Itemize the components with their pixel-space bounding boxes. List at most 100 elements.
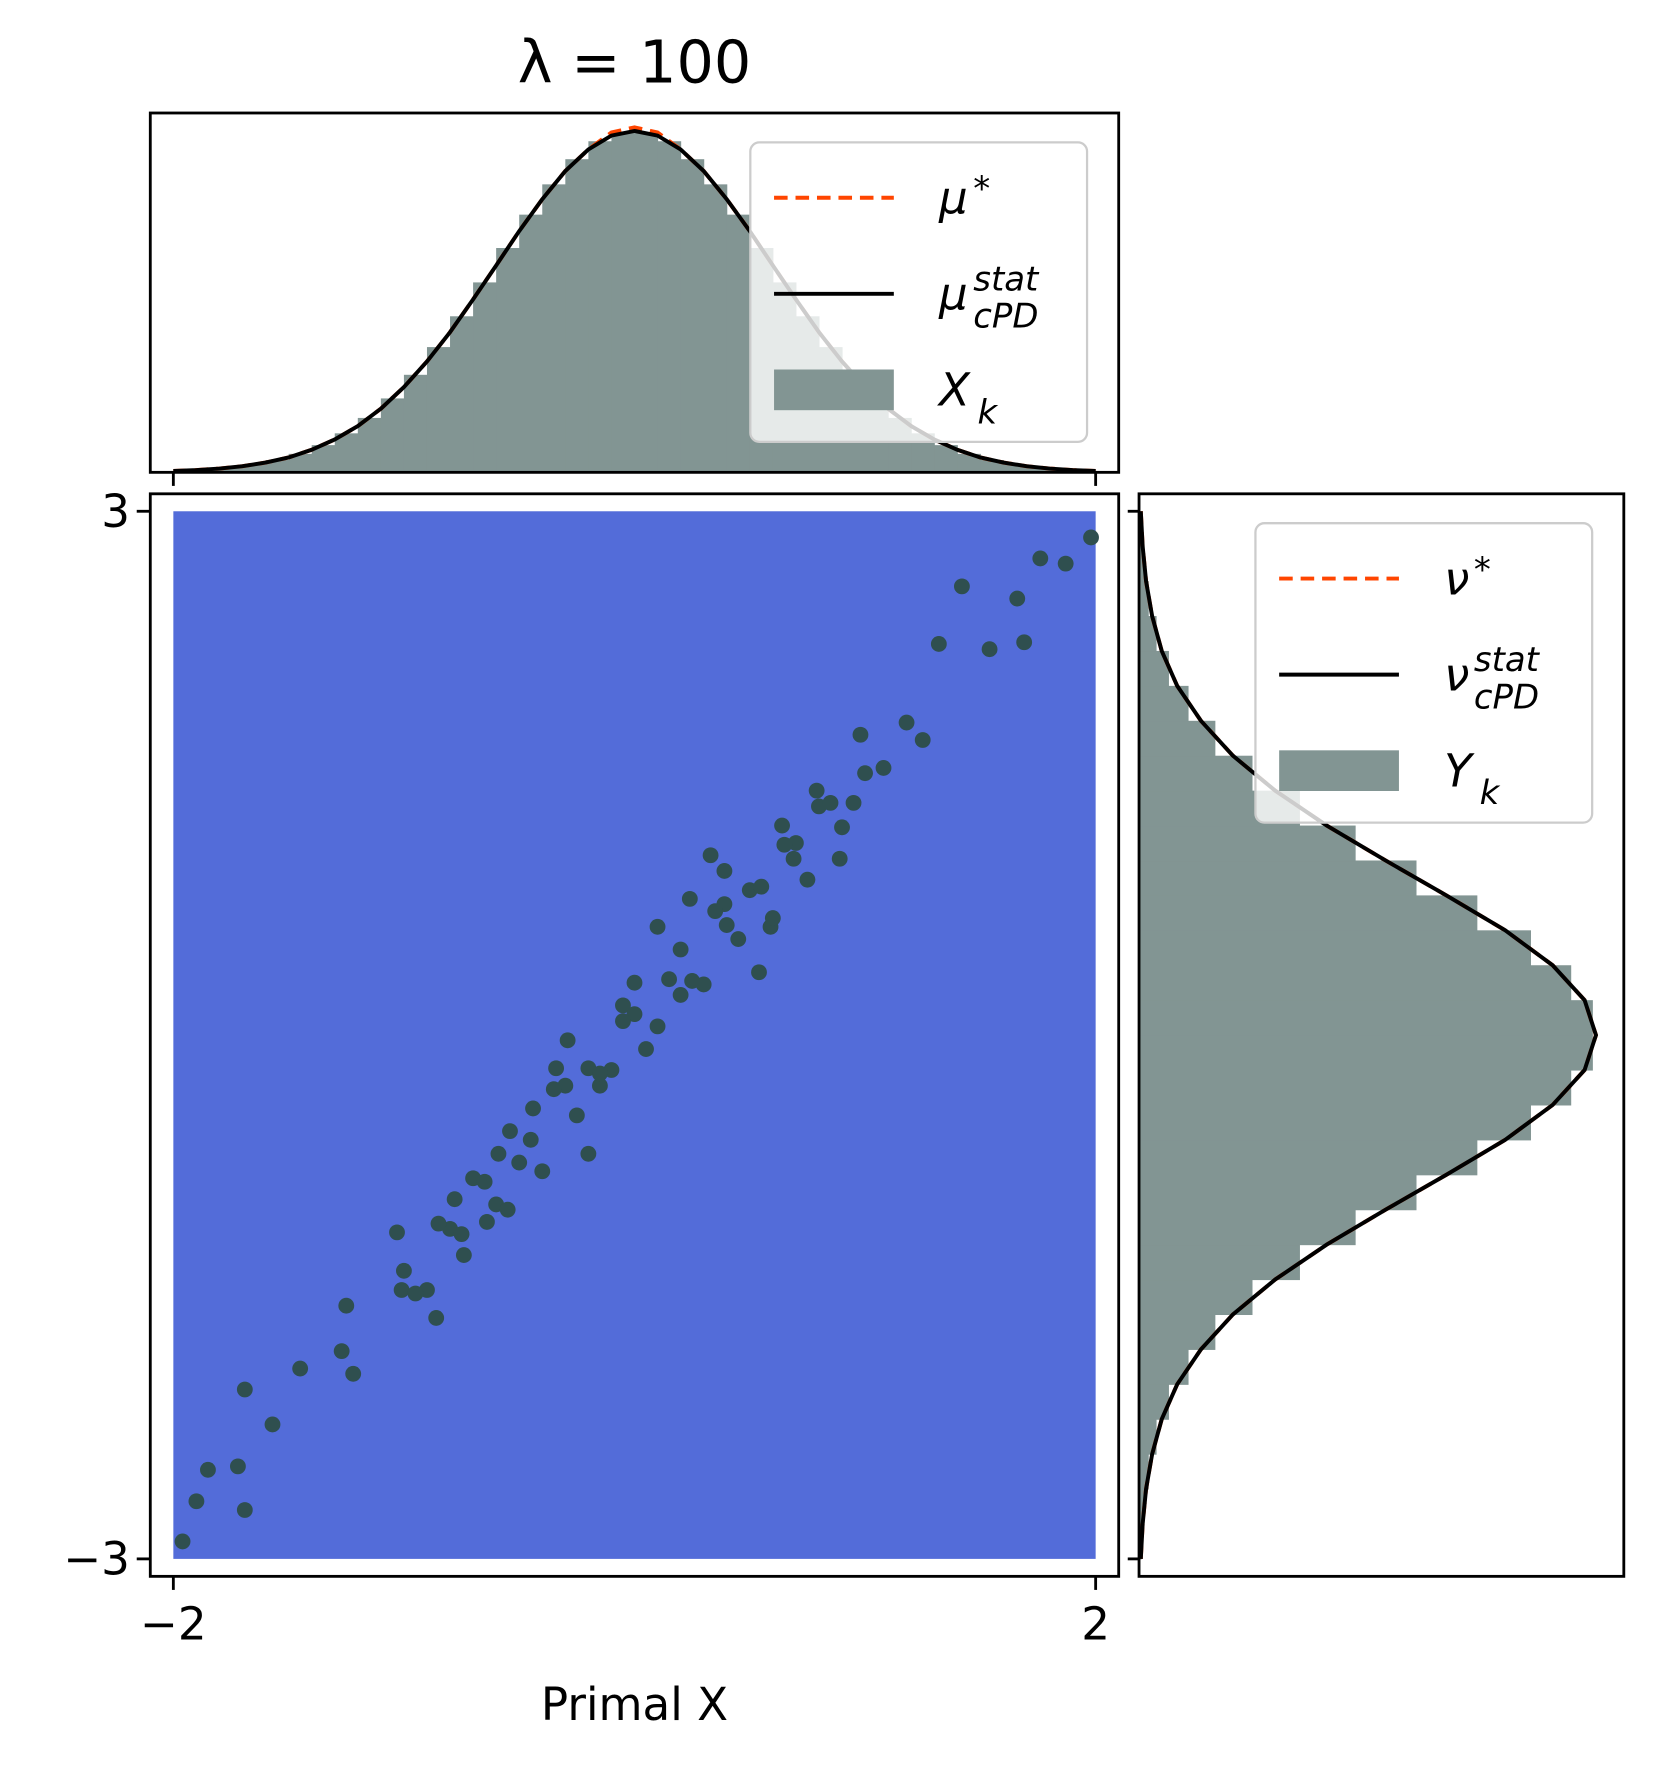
histogram-bar (1139, 860, 1417, 896)
scatter-point (834, 819, 850, 836)
scatter-point (615, 1013, 631, 1030)
scatter-point (499, 1201, 516, 1218)
histogram-bar (519, 214, 543, 473)
histogram-bar (334, 433, 359, 473)
histogram-bar (1139, 895, 1478, 931)
scatter-point (580, 1145, 597, 1162)
legend-box (1254, 522, 1594, 824)
histogram-bar (496, 248, 520, 473)
legend-superscript: stat (973, 259, 1040, 298)
scatter-point (684, 973, 701, 989)
scatter-point (753, 878, 770, 895)
legend-swatch (1279, 750, 1399, 791)
histogram-bar (588, 141, 613, 473)
histogram-bar (1139, 1419, 1157, 1455)
scatter-point (799, 871, 816, 888)
histogram-bar (1139, 1174, 1417, 1211)
histogram-bar (380, 398, 405, 473)
histogram-bar (1139, 616, 1157, 652)
histogram-bar (1026, 467, 1051, 473)
x-tick-label: −2 (140, 1598, 207, 1651)
scatter-point (707, 903, 724, 920)
scatter-point (490, 1145, 507, 1162)
scatter-point (776, 836, 793, 853)
axes-frame (148, 492, 1121, 1578)
histogram-bar (1139, 1104, 1531, 1141)
scatter-point (591, 1065, 608, 1082)
scatter-point (338, 1297, 355, 1314)
scatter-point (396, 1262, 412, 1279)
scatter-point (200, 1461, 216, 1478)
scatter-point (479, 1213, 495, 1230)
scatter-point (649, 1018, 666, 1035)
scatter-point (914, 732, 931, 748)
scatter-point (174, 1533, 191, 1550)
scatter-point (764, 910, 781, 927)
scatter-point (672, 941, 689, 958)
histogram-bar (957, 453, 981, 473)
histogram-bar (473, 282, 497, 473)
histogram-bar (1139, 1070, 1572, 1106)
histogram-bar (403, 374, 428, 473)
scatter-point (638, 1041, 654, 1057)
scatter-point (730, 931, 747, 947)
histogram-bar (311, 445, 336, 473)
scatter-point (898, 714, 915, 731)
legend-superscript: * (973, 169, 990, 208)
legend-label: ν (1444, 552, 1469, 605)
x-tick-label: 2 (1081, 1598, 1110, 1651)
background-region (173, 511, 1096, 1559)
scatter-point (672, 987, 689, 1003)
scatter-point (852, 726, 869, 743)
scatter-point (702, 847, 719, 864)
axes-frame (148, 111, 1121, 474)
scatter-point (808, 782, 825, 799)
scatter-point (393, 1282, 410, 1298)
scatter-point (188, 1493, 205, 1510)
scatter-point (751, 964, 767, 981)
scatter-point (661, 971, 677, 988)
histogram-bar (1139, 755, 1253, 792)
scatter-point (333, 1343, 350, 1360)
scatter-point (446, 1191, 463, 1208)
scatter-point (455, 1247, 472, 1263)
scatter-point (525, 1100, 541, 1117)
legend-subscript: cPD (973, 297, 1038, 336)
histogram-bar (1139, 546, 1145, 582)
scatter-point (1016, 634, 1033, 651)
scatter-point (502, 1123, 518, 1140)
scatter-point (615, 997, 631, 1014)
scatter-point (511, 1154, 528, 1171)
scatter-point (236, 1381, 253, 1398)
legend-subscript: k (1480, 774, 1501, 813)
histogram-bar (1139, 1209, 1356, 1246)
scatter-point (545, 1081, 562, 1098)
scatter-point (831, 850, 848, 867)
chart-title: λ = 100 (518, 27, 751, 96)
legend-label: ν (1444, 648, 1469, 701)
scatter-point (1032, 550, 1049, 567)
scatter-point (534, 1163, 551, 1180)
scatter-point (453, 1226, 470, 1243)
axes-frame (1137, 492, 1626, 1578)
histogram-bar (703, 184, 728, 473)
scatter-point (476, 1173, 493, 1190)
scatter-point (953, 578, 970, 595)
scatter-point (430, 1215, 447, 1232)
histogram-bar (1139, 1279, 1253, 1316)
scatter-point (345, 1365, 362, 1382)
scatter-point (626, 1006, 643, 1023)
histogram-bar (1139, 825, 1356, 862)
x-axis-label: Primal X (541, 1678, 728, 1731)
legend-superscript: stat (1474, 640, 1541, 679)
histogram-bar (726, 214, 751, 473)
scatter-point (857, 765, 873, 782)
scatter-point (407, 1285, 424, 1302)
scatter-point (559, 1032, 576, 1049)
histogram-bar (357, 417, 382, 473)
legend-swatch (774, 369, 894, 411)
